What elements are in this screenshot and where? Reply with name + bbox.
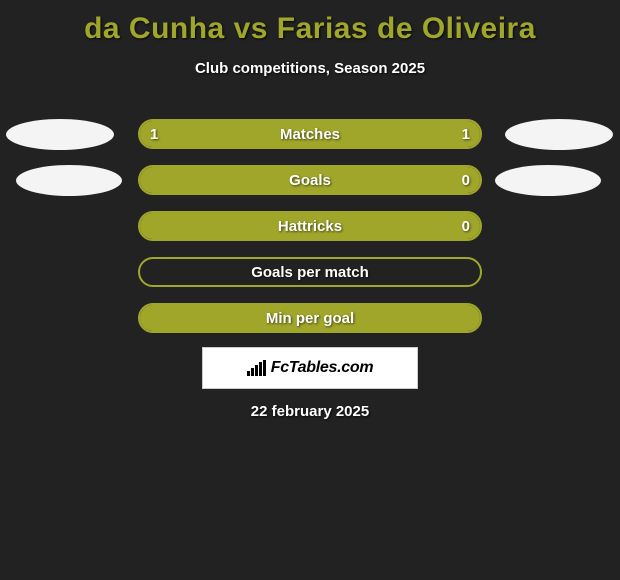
stat-label: Goals <box>140 172 480 189</box>
stat-bar: Goals per match <box>138 257 482 287</box>
stat-row: Goals per match <box>0 257 620 287</box>
stat-label: Hattricks <box>140 218 480 235</box>
stats-container: 11Matches 0Goals 0Hattricks Goals per match… <box>0 119 620 333</box>
player-oval-left <box>6 119 114 150</box>
player-oval-left <box>16 165 122 196</box>
stat-bar: 0Goals <box>138 165 482 195</box>
stat-label: Min per goal <box>140 310 480 327</box>
date-label: 22 february 2025 <box>0 403 620 420</box>
player-oval-right <box>495 165 601 196</box>
bar-chart-icon <box>247 360 267 376</box>
stat-label: Matches <box>140 126 480 143</box>
stat-row: Min per goal <box>0 303 620 333</box>
player-oval-right <box>505 119 613 150</box>
stat-row: 0Hattricks <box>0 211 620 241</box>
stat-bar: 0Hattricks <box>138 211 482 241</box>
stat-label: Goals per match <box>140 264 480 281</box>
brand-box[interactable]: FcTables.com <box>202 347 418 389</box>
stat-row: 11Matches <box>0 119 620 149</box>
page-title: da Cunha vs Farias de Oliveira <box>0 0 620 46</box>
stat-bar: 11Matches <box>138 119 482 149</box>
brand-text: FcTables.com <box>271 359 374 377</box>
stat-row: 0Goals <box>0 165 620 195</box>
stat-bar: Min per goal <box>138 303 482 333</box>
subtitle: Club competitions, Season 2025 <box>0 60 620 77</box>
